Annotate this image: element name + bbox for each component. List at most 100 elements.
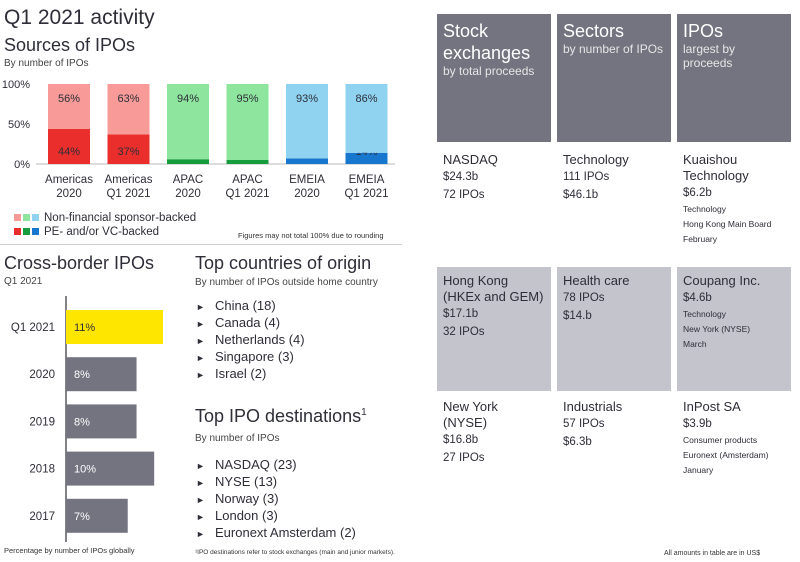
- sources-subheading: By number of IPOs: [4, 58, 89, 69]
- country-item-text: Singapore (3): [215, 349, 294, 364]
- table-cell-detail: New York (NYSE): [683, 324, 751, 334]
- bar-data-label: 94%: [177, 93, 199, 105]
- bar-segment: [167, 159, 209, 164]
- bar-segment: [48, 128, 90, 164]
- bullet-arrow-icon: ►: [196, 370, 205, 380]
- table-cell-value: $17.1b: [443, 308, 479, 320]
- table-cell-value: $16.8b: [443, 434, 479, 446]
- countries-heading: Top countries of origin: [195, 253, 372, 273]
- crossborder-category-label: 2017: [29, 511, 55, 523]
- country-item: ► Canada (4): [196, 314, 305, 331]
- bullet-arrow-icon: ►: [196, 512, 205, 522]
- table-cell-detail: February: [683, 234, 718, 244]
- country-item: ► Israel (2): [196, 365, 305, 382]
- x-category-label: Q1 2021: [225, 188, 269, 200]
- bar-segment: [107, 84, 150, 135]
- destinations-heading-sup: 1: [361, 407, 367, 418]
- table-cell: Industrials 57 IPOs $6.3b: [557, 393, 671, 503]
- table-cell-detail: Consumer products: [683, 435, 758, 445]
- sources-footnote: Figures may not total 100% due to roundi…: [238, 231, 384, 240]
- y-tick-label: 100%: [2, 79, 30, 91]
- table-cell-detail: Technology: [683, 204, 727, 214]
- destination-item: ► London (3): [196, 507, 356, 524]
- legend-swatch: [32, 214, 39, 221]
- legend-item-nonfinancial: Non-financial sponsor-backed: [14, 211, 196, 225]
- table-header-subtitle: largest by proceeds: [683, 42, 736, 70]
- crossborder-category-label: Q1 2021: [11, 322, 55, 334]
- legend-swatch: [23, 228, 30, 235]
- bullet-arrow-icon: ►: [196, 319, 205, 329]
- x-category-label: Americas: [45, 174, 93, 186]
- table-cell-value: 57 IPOs: [563, 418, 605, 430]
- bar-data-label: 44%: [58, 146, 80, 158]
- legend-label-pe-vc: PE- and/or VC-backed: [44, 226, 160, 238]
- crossborder-value-label: 10%: [74, 464, 96, 476]
- bar-data-label: 86%: [355, 93, 377, 105]
- crossborder-value-label: 8%: [74, 416, 90, 428]
- crossborder-bar: [66, 404, 137, 439]
- destinations-heading-text: Top IPO destinations: [195, 406, 362, 426]
- legend-swatch: [14, 214, 21, 221]
- bar-segment: [345, 84, 388, 153]
- destinations-footnote: ¹IPO destinations refer to stock exchang…: [195, 549, 395, 556]
- table-cell-value: $14.b: [563, 310, 592, 322]
- x-category-label: Q1 2021: [106, 188, 150, 200]
- bar-segment: [286, 158, 328, 164]
- table-cell-name: InPost SA: [683, 399, 741, 414]
- destination-item: ► Norway (3): [196, 490, 356, 507]
- table-cell-value: 27 IPOs: [443, 452, 485, 464]
- bar-segment: [107, 134, 150, 164]
- destination-item: ► NYSE (13): [196, 473, 356, 490]
- destination-item-text: Norway (3): [215, 491, 279, 506]
- crossborder-bar: [66, 451, 155, 486]
- bullet-arrow-icon: ►: [196, 495, 205, 505]
- table-cell-value: 72 IPOs: [443, 189, 485, 201]
- crossborder-heading: Cross-border IPOs: [4, 253, 155, 273]
- x-category-label: 2020: [175, 188, 201, 200]
- crossborder-value-label: 11%: [74, 322, 95, 334]
- bullet-arrow-icon: ►: [196, 336, 205, 346]
- bullet-arrow-icon: ►: [196, 461, 205, 471]
- destinations-subheading: By number of IPOs: [195, 433, 280, 444]
- country-item-text: Canada (4): [215, 315, 281, 330]
- countries-list: ► China (18) ► Canada (4) ► Netherlands (4) ► S…: [196, 297, 305, 382]
- crossborder-value-label: 8%: [74, 369, 90, 381]
- destination-item: ► NASDAQ (23): [196, 456, 356, 473]
- bar-segment: [345, 152, 388, 164]
- table-header-title: Stock exchanges: [443, 21, 531, 63]
- bar-segment: [286, 84, 328, 159]
- crossborder-category-label: 2020: [29, 369, 55, 381]
- bar-data-label: 63%: [117, 93, 139, 105]
- country-item: ► China (18): [196, 297, 305, 314]
- bullet-arrow-icon: ►: [196, 353, 205, 363]
- bar-segment: [226, 84, 269, 160]
- crossborder-bar-chart: Q1 2021 11% 2020 8% 2019 8% 2018 10% 2017 7%: [11, 296, 163, 542]
- table-cell: Coupang Inc. $4.6b Technology New York (NYS…: [677, 267, 791, 391]
- table-footnote: All amounts in table are in US$: [664, 550, 761, 557]
- destinations-heading: Top IPO destinations1: [195, 406, 367, 427]
- table-cell: Kuaishou Technology $6.2b Technology Hong K…: [677, 146, 791, 264]
- sources-heading: Sources of IPOs: [4, 35, 136, 55]
- table-cell-value: $46.1b: [563, 189, 599, 201]
- table-cell-value: 111 IPOs: [563, 171, 610, 183]
- table-cell: Health care 78 IPOs $14.b: [557, 267, 671, 391]
- sources-legend: Non-financial sponsor-backed PE- and/or …: [14, 211, 196, 239]
- legend-swatch: [23, 214, 30, 221]
- table-cell-detail: March: [683, 339, 707, 349]
- destination-item-text: NYSE (13): [215, 474, 278, 489]
- table-cell-value: $4.6b: [683, 292, 712, 304]
- destinations-list: ► NASDAQ (23) ► NYSE (13) ► Norway (3) ► London…: [196, 456, 356, 541]
- table-header-cell: Stock exchanges by total proceeds: [437, 14, 551, 142]
- destination-item-text: Euronext Amsterdam (2): [215, 525, 356, 540]
- bar-data-label: 37%: [117, 146, 139, 158]
- table-header-title: IPOs: [683, 21, 724, 41]
- table-cell-value: $6.2b: [683, 187, 712, 199]
- table-cell-value: 78 IPOs: [563, 292, 605, 304]
- crossborder-category-label: 2019: [29, 416, 55, 428]
- destination-item-text: NASDAQ (23): [215, 457, 297, 472]
- table-header-subtitle: by number of IPOs: [563, 42, 664, 56]
- bullet-arrow-icon: ►: [196, 529, 205, 539]
- y-tick-label: 50%: [8, 119, 30, 131]
- bar-data-label: 93%: [296, 93, 318, 105]
- table-header-cell: Sectors by number of IPOs: [557, 14, 671, 142]
